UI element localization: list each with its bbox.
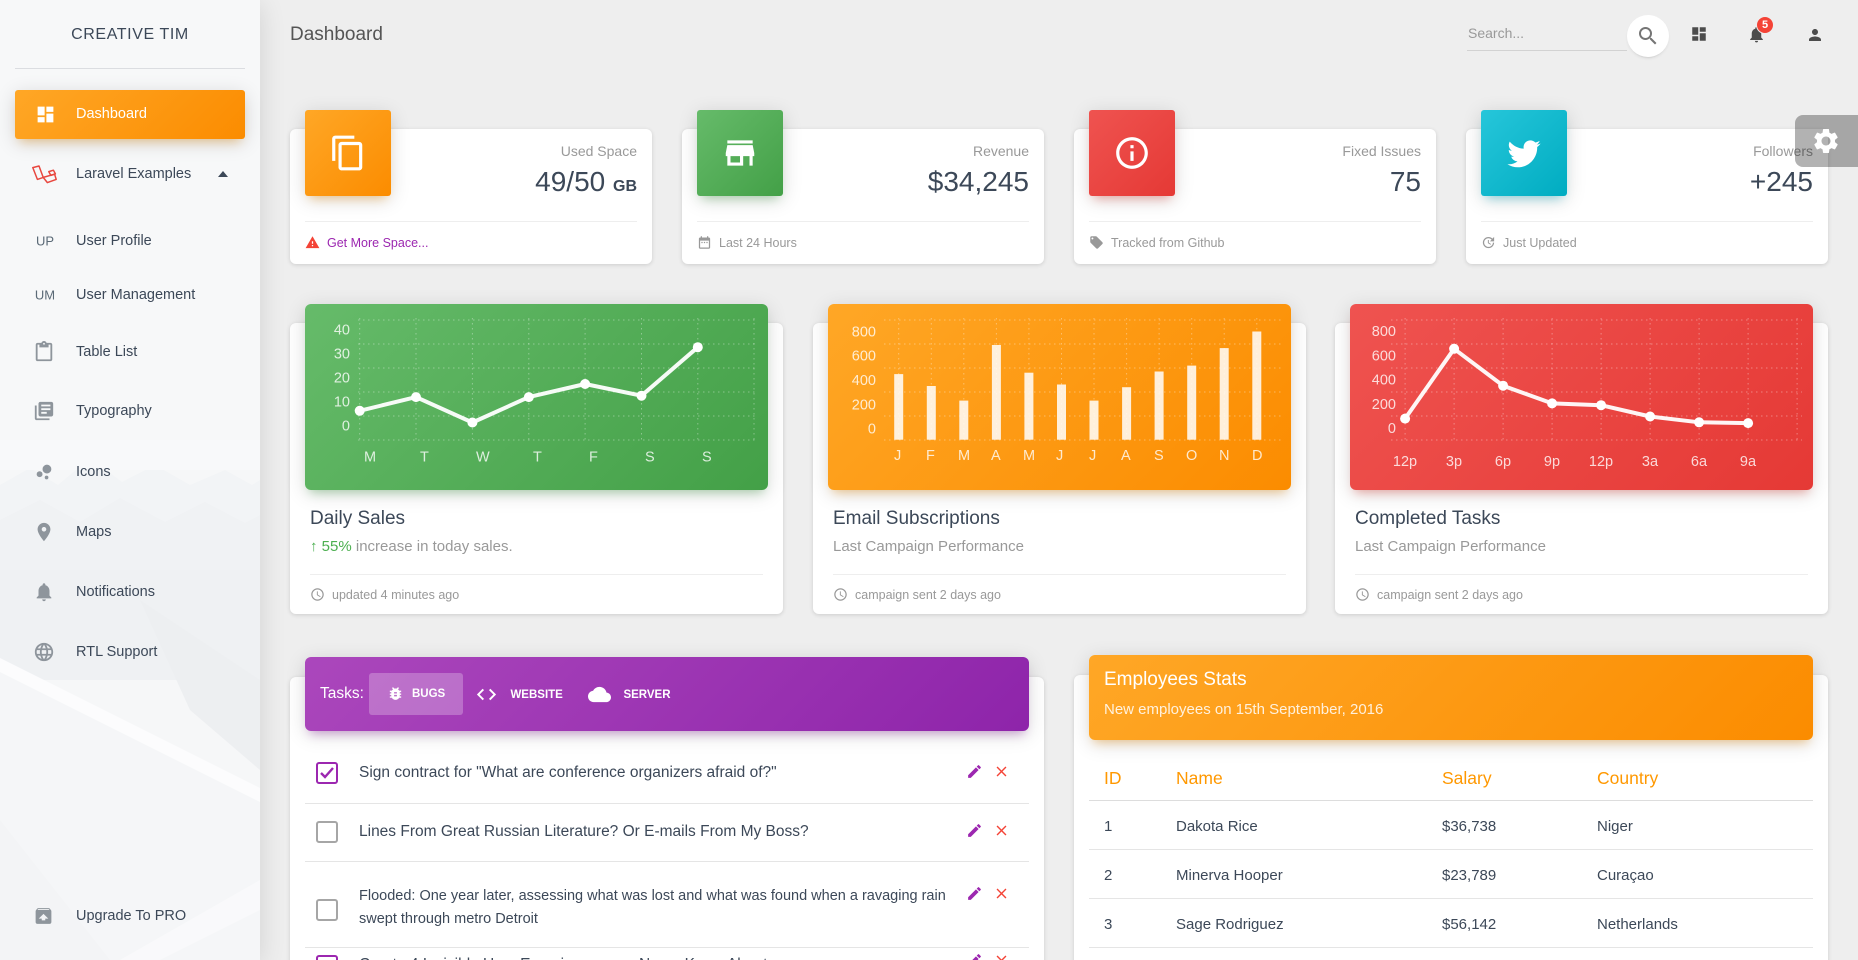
svg-text:T: T xyxy=(420,450,429,466)
svg-text:0: 0 xyxy=(1388,421,1396,437)
svg-text:O: O xyxy=(1186,448,1197,464)
svg-text:J: J xyxy=(894,448,901,464)
svg-text:0: 0 xyxy=(868,422,876,438)
svg-text:A: A xyxy=(991,448,1001,464)
svg-text:3p: 3p xyxy=(1446,454,1462,470)
svg-text:200: 200 xyxy=(852,397,876,413)
svg-text:J: J xyxy=(1089,448,1096,464)
svg-text:T: T xyxy=(533,450,542,466)
svg-text:M: M xyxy=(364,450,376,466)
svg-text:N: N xyxy=(1219,448,1229,464)
svg-text:400: 400 xyxy=(852,373,876,389)
svg-text:600: 600 xyxy=(852,349,876,365)
svg-text:12p: 12p xyxy=(1589,454,1613,470)
svg-text:6a: 6a xyxy=(1691,454,1708,470)
svg-text:6p: 6p xyxy=(1495,454,1511,470)
svg-text:D: D xyxy=(1252,448,1262,464)
svg-text:9p: 9p xyxy=(1544,454,1560,470)
svg-text:M: M xyxy=(1023,448,1035,464)
svg-text:40: 40 xyxy=(334,323,350,339)
svg-text:0: 0 xyxy=(342,419,350,435)
svg-text:A: A xyxy=(1121,448,1131,464)
svg-text:F: F xyxy=(926,448,935,464)
svg-text:400: 400 xyxy=(1372,373,1396,389)
svg-text:20: 20 xyxy=(334,371,350,387)
svg-text:S: S xyxy=(702,450,712,466)
svg-text:600: 600 xyxy=(1372,348,1396,364)
svg-text:800: 800 xyxy=(1372,324,1396,340)
svg-text:3a: 3a xyxy=(1642,454,1659,470)
svg-text:12p: 12p xyxy=(1393,454,1417,470)
svg-text:F: F xyxy=(589,450,598,466)
svg-text:200: 200 xyxy=(1372,397,1396,413)
svg-text:10: 10 xyxy=(334,395,350,411)
svg-text:30: 30 xyxy=(334,347,350,363)
svg-text:M: M xyxy=(958,448,970,464)
svg-text:9a: 9a xyxy=(1740,454,1757,470)
svg-text:S: S xyxy=(1154,448,1164,464)
svg-text:S: S xyxy=(645,450,655,466)
svg-text:800: 800 xyxy=(852,324,876,340)
svg-text:W: W xyxy=(476,450,490,466)
svg-text:J: J xyxy=(1056,448,1063,464)
